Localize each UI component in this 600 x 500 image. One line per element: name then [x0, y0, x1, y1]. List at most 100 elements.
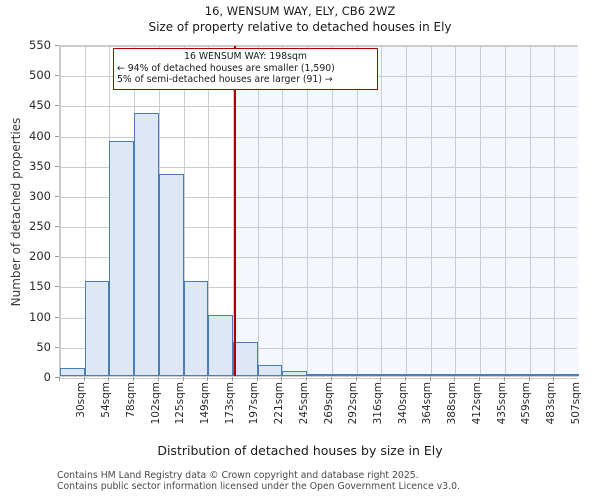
y-axis-tick-mark [55, 105, 59, 107]
y-axis-tick-label: 0 [43, 370, 51, 384]
x-axis-tick-mark [281, 377, 283, 381]
x-axis-label: Distribution of detached houses by size … [157, 443, 443, 458]
annotation-larger-line: 5% of semi-detached houses are larger (9… [117, 74, 333, 85]
histogram-bar [480, 374, 505, 376]
x-axis-tick-mark [108, 377, 110, 381]
x-axis-tick-mark [528, 377, 530, 381]
chart-title-main: 16, WENSUM WAY, ELY, CB6 2WZ [204, 4, 396, 18]
annotation-headline: 16 WENSUM WAY: 198sqm [184, 51, 307, 62]
x-axis-tick-mark [256, 377, 258, 381]
gridline-vertical [282, 46, 284, 376]
gridline-horizontal [60, 378, 577, 379]
y-axis-tick-mark [55, 226, 59, 228]
histogram-bar [60, 367, 85, 376]
gridline-vertical [529, 46, 531, 376]
gridline-vertical [406, 46, 407, 376]
x-axis-tick-mark [405, 377, 406, 381]
histogram-bar [134, 113, 159, 376]
histogram-bar [109, 141, 135, 376]
y-axis-tick-label: 350 [29, 158, 51, 173]
histogram-bar [381, 374, 406, 376]
gridline-horizontal [60, 227, 577, 229]
y-axis-tick-label: 450 [29, 98, 51, 113]
y-axis-tick-mark [55, 256, 59, 258]
footer-line-2: Contains public sector information licen… [57, 481, 460, 492]
gridline-vertical [504, 46, 506, 376]
x-axis-tick-mark [479, 377, 481, 381]
gridline-vertical [331, 46, 333, 376]
histogram-bar [307, 374, 332, 376]
histogram-bar [84, 281, 110, 376]
gridline-horizontal [60, 287, 577, 289]
y-axis-tick-label: 50 [36, 339, 51, 354]
x-axis-tick-label: 459sqm [520, 382, 533, 425]
gridline-vertical [381, 46, 383, 376]
x-axis-tick-mark [454, 377, 456, 381]
gridline-vertical [554, 46, 556, 376]
gridline-horizontal [60, 106, 577, 108]
y-axis-tick-mark [55, 165, 59, 167]
gridline-vertical [480, 46, 482, 376]
y-axis-tick-label: 250 [29, 219, 51, 234]
y-axis-tick-label: 150 [29, 279, 51, 294]
x-axis-tick-label: 54sqm [100, 382, 113, 418]
y-axis-tick-mark [55, 75, 59, 77]
x-axis-tick-label: 30sqm [75, 382, 88, 418]
x-axis-tick-label: 269sqm [322, 382, 335, 425]
property-marker-line [234, 46, 236, 376]
x-axis-tick-mark [306, 377, 308, 381]
footer-attribution: Contains HM Land Registry data © Crown c… [57, 470, 577, 492]
x-axis-tick-mark [59, 377, 60, 381]
x-axis-tick-mark [380, 377, 382, 381]
gridline-vertical [257, 46, 259, 376]
gridline-vertical [84, 46, 86, 376]
histogram-bar [208, 315, 233, 376]
x-axis-tick-mark [355, 377, 357, 381]
histogram-bar [158, 174, 184, 376]
gridline-vertical [60, 46, 61, 376]
y-axis-tick-mark [55, 135, 59, 137]
x-axis-tick-label: 173sqm [223, 382, 236, 425]
x-axis-tick-label: 412sqm [470, 382, 483, 425]
x-axis-tick-mark [207, 377, 209, 381]
y-axis-tick-label: 500 [29, 68, 51, 83]
y-axis-tick-label: 300 [29, 188, 51, 203]
x-axis-tick-label: 340sqm [396, 382, 409, 425]
histogram-bar [430, 374, 456, 376]
footer-line-1: Contains HM Land Registry data © Crown c… [57, 470, 419, 481]
y-axis-tick-label: 400 [29, 128, 51, 143]
x-axis-tick-mark [553, 377, 555, 381]
gridline-vertical [233, 46, 234, 376]
gridline-vertical [307, 46, 309, 376]
x-axis-tick-mark [429, 377, 431, 381]
gridline-vertical [430, 46, 432, 376]
gridline-horizontal [60, 136, 577, 138]
gridline-horizontal [60, 347, 577, 349]
y-axis-tick-mark [55, 286, 59, 288]
x-axis-tick-label: 507sqm [569, 382, 582, 425]
gridline-vertical [208, 46, 210, 376]
histogram-bar [257, 365, 283, 376]
gridline-vertical [183, 46, 185, 376]
x-axis-tick-label: 125sqm [174, 382, 187, 425]
x-axis-tick-mark [330, 377, 332, 381]
x-axis-tick-mark [133, 377, 135, 381]
x-axis-tick-label: 197sqm [248, 382, 261, 425]
x-axis-tick-label: 102sqm [149, 382, 162, 425]
annotation-smaller-line: ← 94% of detached houses are smaller (1,… [117, 62, 335, 74]
x-axis-tick-mark [232, 377, 233, 381]
histogram-bar [183, 281, 209, 376]
y-axis-tick-mark [55, 346, 59, 348]
x-axis-tick-label: 245sqm [297, 382, 310, 425]
plot-area [59, 45, 579, 379]
gridline-horizontal [60, 166, 577, 168]
histogram-bar [455, 374, 481, 376]
x-axis-tick-mark [182, 377, 184, 381]
x-axis-tick-mark [503, 377, 505, 381]
y-axis-tick-label: 550 [29, 38, 51, 52]
y-axis-tick-mark [55, 45, 59, 46]
histogram-bar [282, 370, 308, 376]
property-annotation-box: 16 WENSUM WAY: 198sqm ← 94% of detached … [113, 48, 378, 90]
histogram-bar [504, 374, 530, 376]
